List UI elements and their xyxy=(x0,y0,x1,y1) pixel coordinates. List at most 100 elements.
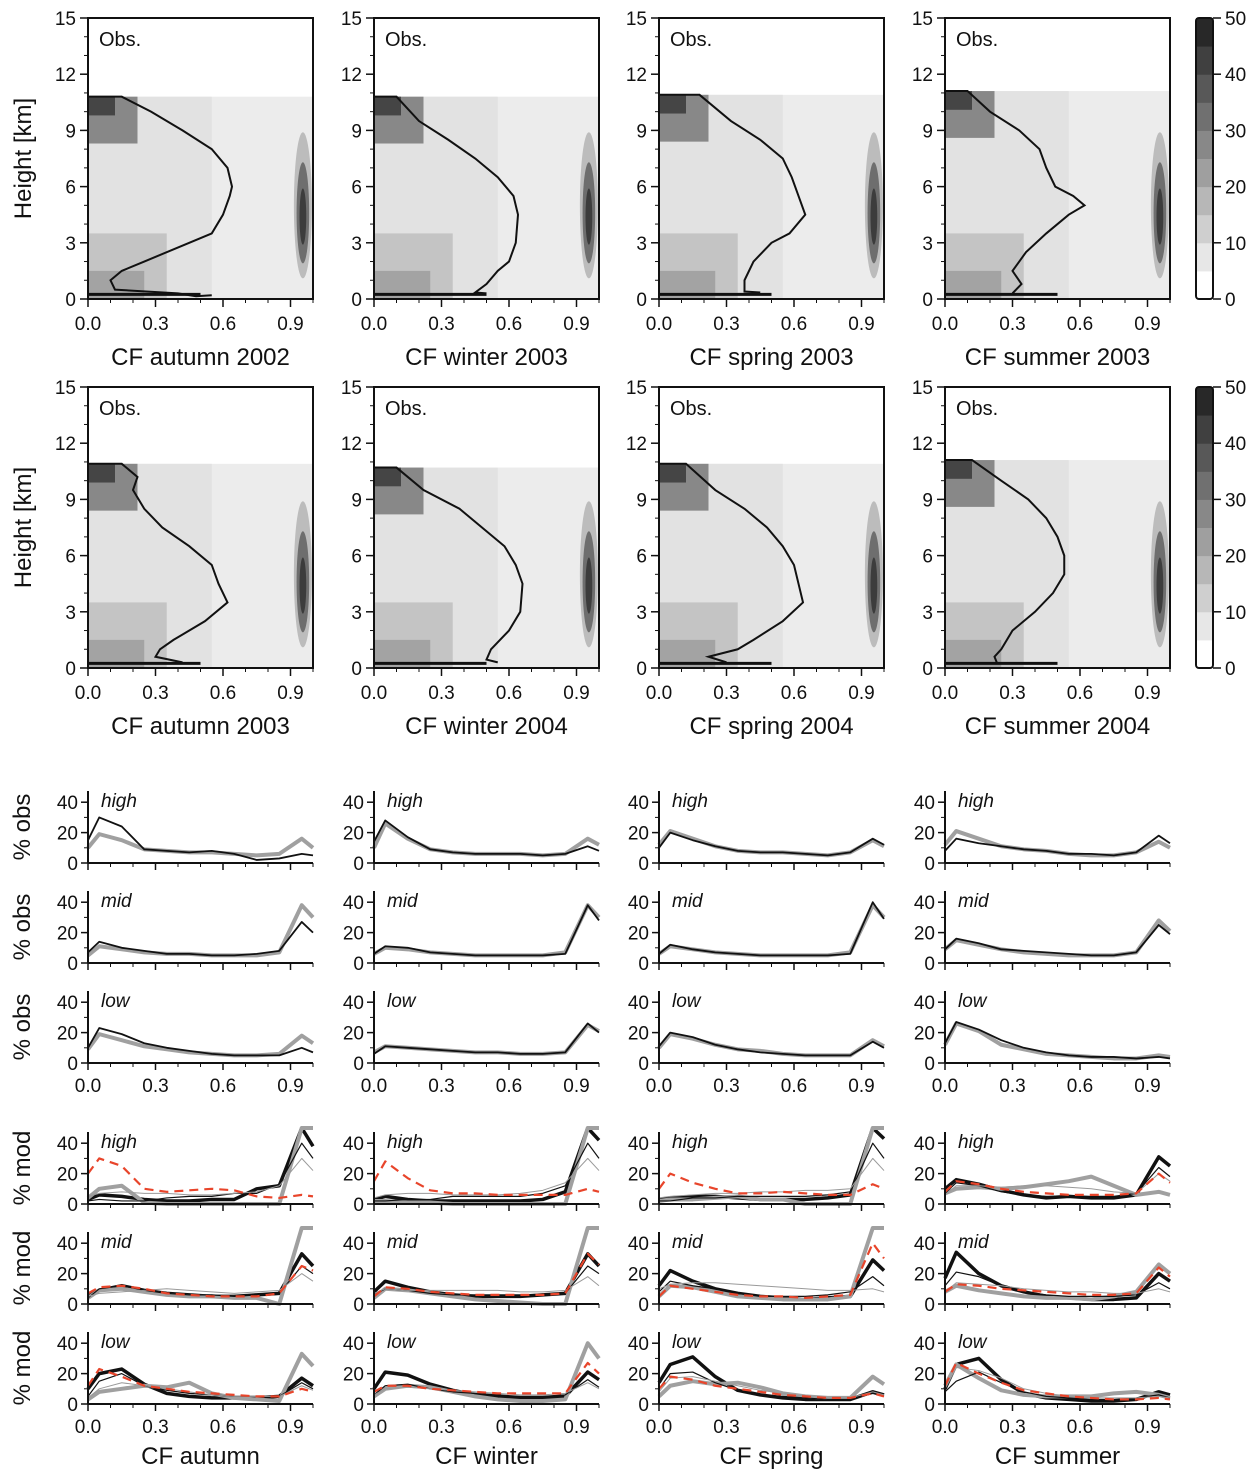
x-tick-label: 0.6 xyxy=(210,1417,236,1438)
y-axis-label: % mod xyxy=(9,1131,36,1206)
panel-tag: Obs. xyxy=(99,398,141,420)
x-tick-label: 0.0 xyxy=(361,1417,387,1438)
series-line xyxy=(373,1361,600,1395)
mean-cf-profile-line xyxy=(659,93,807,294)
contour-panel: 0 3 6 9 12 15 0.0 0.3 0.6 0.9 Obs. CF autumn 2002 He… xyxy=(10,9,314,371)
series-line xyxy=(87,1264,314,1298)
x-tick-label: 0.3 xyxy=(428,683,454,704)
x-tick-label: 0.9 xyxy=(563,1076,589,1097)
band-label: low xyxy=(958,1332,988,1353)
y-tick-label: 20 xyxy=(914,924,935,945)
contour-field xyxy=(299,557,307,614)
histogram-panel: 0 20 40 mid xyxy=(914,1232,1172,1316)
contour-field xyxy=(1156,188,1164,245)
band-label: high xyxy=(958,1132,994,1153)
colorbar-band xyxy=(1196,186,1213,216)
y-tick-label: 40 xyxy=(628,993,649,1014)
histogram-panel: 0 20 40 mid % mod xyxy=(9,1226,315,1316)
histogram-panel: 0 20 40 mid xyxy=(628,1226,886,1316)
series-line xyxy=(944,1282,1171,1294)
y-tick-label: 12 xyxy=(626,434,647,455)
y-tick-label: 3 xyxy=(922,234,933,255)
contour-panel: 0 3 6 9 12 15 0.0 0.3 0.6 0.9 Obs. CF spring 2003 xyxy=(626,9,885,371)
y-tick-label: 0 xyxy=(924,854,935,875)
band-label: high xyxy=(101,791,137,812)
x-axis-label: CF winter xyxy=(435,1443,538,1470)
x-tick-label: 0.6 xyxy=(781,1417,807,1438)
x-tick-label: 0.9 xyxy=(563,1417,589,1438)
contour-field xyxy=(1156,557,1164,614)
histogram-panel: 0 20 40 high xyxy=(914,1132,1172,1216)
histogram-panel: 0 20 40 0.0 0.3 0.6 0.9 low xyxy=(343,991,600,1097)
x-axis-label: CF summer 2004 xyxy=(965,713,1150,740)
series-line xyxy=(658,1126,884,1206)
y-tick-label: 12 xyxy=(341,434,362,455)
y-tick-label: 40 xyxy=(914,1234,935,1255)
band-label: low xyxy=(672,1332,702,1353)
histogram-panel: 0 20 40 0.0 0.3 0.6 0.9 low xyxy=(914,991,1171,1097)
y-tick-label: 3 xyxy=(636,234,647,255)
series-line xyxy=(658,1172,885,1196)
y-tick-label: 0 xyxy=(67,1054,78,1075)
y-tick-label: 9 xyxy=(636,121,647,142)
colorbar-band xyxy=(1196,214,1213,244)
y-tick-label: 40 xyxy=(343,1334,364,1355)
x-axis-label: CF summer 2003 xyxy=(965,344,1150,371)
histogram-panel: 0 20 40 mid xyxy=(628,891,886,975)
x-tick-label: 0.6 xyxy=(210,683,236,704)
band-label: mid xyxy=(387,891,419,912)
histogram-panel: 0 20 40 mid xyxy=(343,1226,601,1316)
band-label: high xyxy=(387,791,423,812)
y-tick-label: 9 xyxy=(922,490,933,511)
series-line xyxy=(944,1174,1171,1197)
x-tick-label: 0.6 xyxy=(1067,1076,1093,1097)
x-tick-label: 0.0 xyxy=(75,1417,101,1438)
y-tick-label: 20 xyxy=(628,1365,649,1386)
contour-field xyxy=(88,463,115,483)
panel-tag: Obs. xyxy=(385,398,427,420)
x-tick-label: 0.3 xyxy=(999,1417,1025,1438)
contour-field xyxy=(659,94,686,114)
x-tick-label: 0.9 xyxy=(277,314,303,335)
series-line xyxy=(86,1351,315,1403)
series-line xyxy=(658,1282,885,1293)
y-axis-label: % mod xyxy=(9,1331,36,1406)
mean-cf-profile-line xyxy=(88,95,234,298)
series-line xyxy=(373,1126,601,1203)
histogram-panel: 0 20 40 high xyxy=(343,791,600,875)
x-tick-label: 0.6 xyxy=(210,1076,236,1097)
band-label: high xyxy=(101,1132,137,1153)
series-line xyxy=(372,821,600,858)
y-tick-label: 0 xyxy=(638,1295,649,1316)
histogram-panel: 0 20 40 0.0 0.3 0.6 0.9 low % mod CF autumn xyxy=(9,1331,315,1470)
series-line xyxy=(373,1022,600,1055)
colorbar-band xyxy=(1196,242,1213,272)
colorbar-tick-label: 40 xyxy=(1225,434,1246,455)
y-tick-label: 0 xyxy=(638,1195,649,1216)
series-line xyxy=(87,816,314,861)
x-tick-label: 0.0 xyxy=(646,1417,672,1438)
histogram-panel: 0 20 40 0.0 0.3 0.6 0.9 low xyxy=(628,991,885,1097)
colorbar-tick-label: 10 xyxy=(1225,234,1246,255)
colorbar: 0 10 20 30 40 50 xyxy=(1195,9,1246,311)
contour-panel: 0 3 6 9 12 15 0.0 0.3 0.6 0.9 Obs. CF winter 2004 xyxy=(341,378,600,740)
x-tick-label: 0.6 xyxy=(781,683,807,704)
band-label: mid xyxy=(672,1232,704,1253)
x-axis-label: CF autumn 2002 xyxy=(111,344,290,371)
panel-tag: Obs. xyxy=(385,29,427,51)
y-tick-label: 15 xyxy=(912,9,933,30)
mean-cf-profile-line xyxy=(945,90,1087,295)
series-line xyxy=(373,1023,600,1056)
histogram-panel: 0 20 40 mid xyxy=(914,891,1172,975)
colorbar: 0 10 20 30 40 50 xyxy=(1195,378,1246,680)
x-tick-label: 0.9 xyxy=(1134,1417,1160,1438)
y-axis-label: % mod xyxy=(9,1231,36,1306)
x-tick-label: 0.6 xyxy=(781,1076,807,1097)
series-line xyxy=(658,1375,885,1400)
y-tick-label: 20 xyxy=(628,1265,649,1286)
band-label: mid xyxy=(387,1232,419,1253)
band-label: mid xyxy=(101,1232,133,1253)
y-tick-label: 3 xyxy=(65,234,76,255)
mean-cf-profile-line xyxy=(945,459,1066,663)
y-tick-label: 6 xyxy=(636,178,647,199)
